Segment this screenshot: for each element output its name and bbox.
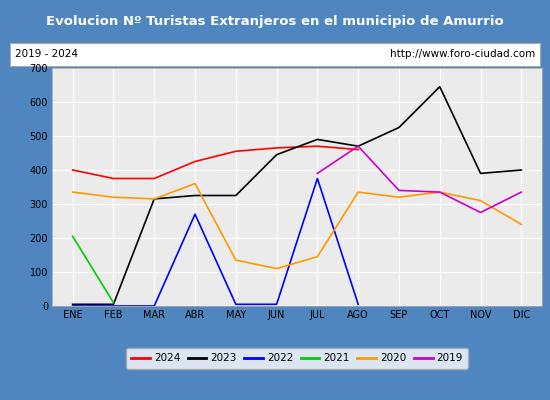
- 2024: [314, 144, 321, 148]
- 2024: [355, 147, 361, 152]
- 2020: [233, 258, 239, 262]
- 2023: [151, 196, 157, 201]
- 2023: [355, 144, 361, 148]
- 2024: [233, 149, 239, 154]
- 2019: [314, 171, 321, 176]
- 2019: [518, 190, 525, 194]
- 2023: [477, 171, 484, 176]
- 2020: [437, 190, 443, 194]
- 2020: [110, 195, 117, 200]
- Text: Evolucion Nº Turistas Extranjeros en el municipio de Amurrio: Evolucion Nº Turistas Extranjeros en el …: [46, 14, 504, 28]
- 2024: [69, 168, 76, 172]
- Text: 2019 - 2024: 2019 - 2024: [15, 49, 78, 59]
- 2023: [437, 84, 443, 89]
- 2020: [69, 190, 76, 194]
- 2020: [151, 196, 157, 201]
- 2023: [395, 125, 402, 130]
- 2022: [233, 302, 239, 307]
- 2019: [355, 144, 361, 148]
- Line: 2021: 2021: [73, 236, 113, 302]
- 2022: [69, 304, 76, 308]
- 2020: [395, 195, 402, 200]
- 2024: [192, 159, 199, 164]
- 2020: [355, 190, 361, 194]
- 2020: [477, 198, 484, 203]
- 2020: [314, 254, 321, 259]
- Line: 2024: 2024: [73, 146, 358, 178]
- Text: http://www.foro-ciudad.com: http://www.foro-ciudad.com: [389, 49, 535, 59]
- 2020: [273, 266, 280, 271]
- 2020: [518, 222, 525, 227]
- 2023: [233, 193, 239, 198]
- 2023: [518, 168, 525, 172]
- Legend: 2024, 2023, 2022, 2021, 2020, 2019: 2024, 2023, 2022, 2021, 2020, 2019: [126, 348, 468, 368]
- 2021: [69, 234, 76, 239]
- 2023: [192, 193, 199, 198]
- 2022: [273, 302, 280, 307]
- 2023: [273, 152, 280, 157]
- Line: 2019: 2019: [317, 146, 521, 212]
- Line: 2023: 2023: [73, 87, 521, 304]
- 2022: [110, 304, 117, 308]
- 2022: [192, 212, 199, 217]
- 2024: [151, 176, 157, 181]
- 2020: [192, 181, 199, 186]
- 2024: [110, 176, 117, 181]
- 2021: [110, 300, 117, 305]
- 2022: [314, 176, 321, 181]
- 2023: [69, 302, 76, 307]
- 2024: [273, 146, 280, 150]
- Line: 2022: 2022: [73, 178, 358, 306]
- 2023: [314, 137, 321, 142]
- 2019: [477, 210, 484, 215]
- 2022: [151, 304, 157, 308]
- 2019: [437, 190, 443, 194]
- 2023: [110, 302, 117, 307]
- 2022: [355, 302, 361, 307]
- Line: 2020: 2020: [73, 184, 521, 269]
- 2019: [395, 188, 402, 193]
